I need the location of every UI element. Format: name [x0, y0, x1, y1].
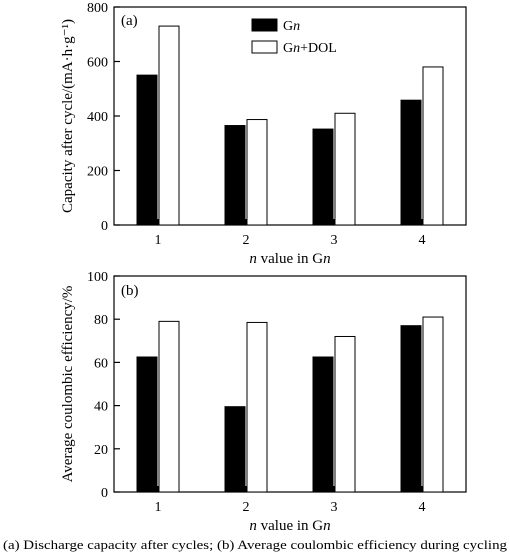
panel-a-y-tick-label: 0: [101, 219, 108, 234]
panel-b-y-tick-label: 0: [101, 486, 108, 501]
panel-b-bar-gn-dol-1: [158, 320, 180, 493]
panel-a-label: (a): [121, 13, 138, 29]
panel-a-y-tick-label: 800: [87, 1, 108, 16]
panel-b-chart: 0 20 40 60 80 100 1 2 3 4 (b) n value in Gn Avera…: [60, 270, 467, 534]
panel-b-x-tick-label: 3: [331, 500, 338, 515]
panel-a-bar-gn-dol-4: [422, 66, 444, 226]
panel-a-x-axis-title: n value in Gn: [249, 251, 330, 267]
panel-a-x-tick-label: 1: [155, 233, 162, 248]
panel-b-bar-gn-dol-4: [422, 316, 444, 493]
panel-b-bar-gn-3: [312, 356, 334, 493]
panel-b-bar-gn-2: [224, 406, 246, 493]
panel-b-x-tick-label: 4: [419, 500, 426, 515]
panel-a-bar-gn-3: [312, 128, 334, 226]
panel-a-x-tick-label: 3: [331, 233, 338, 248]
legend-swatch-gn: [251, 18, 278, 32]
legend-label-gn: Gn: [283, 19, 300, 34]
panel-b-plot-frame: [113, 275, 467, 493]
panel-b-y-tick-label: 20: [94, 443, 108, 458]
panel-a-y-tick-label: 200: [87, 165, 108, 180]
panel-b-x-tick-label: 2: [243, 500, 250, 515]
panel-a-x-tick-label: 2: [243, 233, 250, 248]
panel-b-bar-gn-4: [400, 325, 422, 493]
panel-b-bar-gn-1: [136, 356, 158, 493]
legend-label-gn-dol: Gn+DOL: [283, 41, 337, 56]
panel-b-x-axis-title: n value in Gn: [249, 518, 330, 534]
panel-a-bar-gn-1: [136, 74, 158, 226]
figure-caption: (a) Discharge capacity after cycles; (b)…: [3, 538, 508, 552]
panel-a-chart: 0 200 400 600 800 1 2 3 4 (a) Gn Gn+DOL n value …: [60, 1, 467, 267]
panel-a-x-tick-label: 4: [419, 233, 426, 248]
panel-a-bar-gn-4: [400, 99, 422, 226]
panel-b-y-tick-label: 60: [94, 356, 108, 371]
panel-a-bar-gn-2: [224, 125, 246, 226]
panel-a-bar-gn-dol-3: [334, 112, 356, 226]
panel-a-y-tick-label: 400: [87, 110, 108, 125]
panel-a-bar-gn-dol-1: [158, 25, 180, 226]
legend-swatch-gn-dol: [251, 40, 278, 54]
panel-a-y-axis-title: Capacity after cycle/(mA·h·g⁻¹): [60, 19, 76, 213]
panel-b-y-tick-label: 80: [94, 313, 108, 328]
panel-b-label: (b): [121, 283, 139, 299]
panel-a-y-tick-label: 600: [87, 56, 108, 71]
panel-b-bar-gn-dol-2: [246, 321, 268, 493]
panel-a-bar-gn-dol-2: [246, 119, 268, 226]
panel-b-y-axis-title: Average coulombic efficiency/%: [60, 286, 76, 483]
panel-b-y-tick-label: 40: [94, 400, 108, 415]
panel-b-y-tick-label: 100: [87, 270, 108, 285]
panel-a-legend: Gn Gn+DOL: [251, 18, 337, 56]
panel-b-bar-gn-dol-3: [334, 335, 356, 493]
panel-b-x-tick-label: 1: [155, 500, 162, 515]
